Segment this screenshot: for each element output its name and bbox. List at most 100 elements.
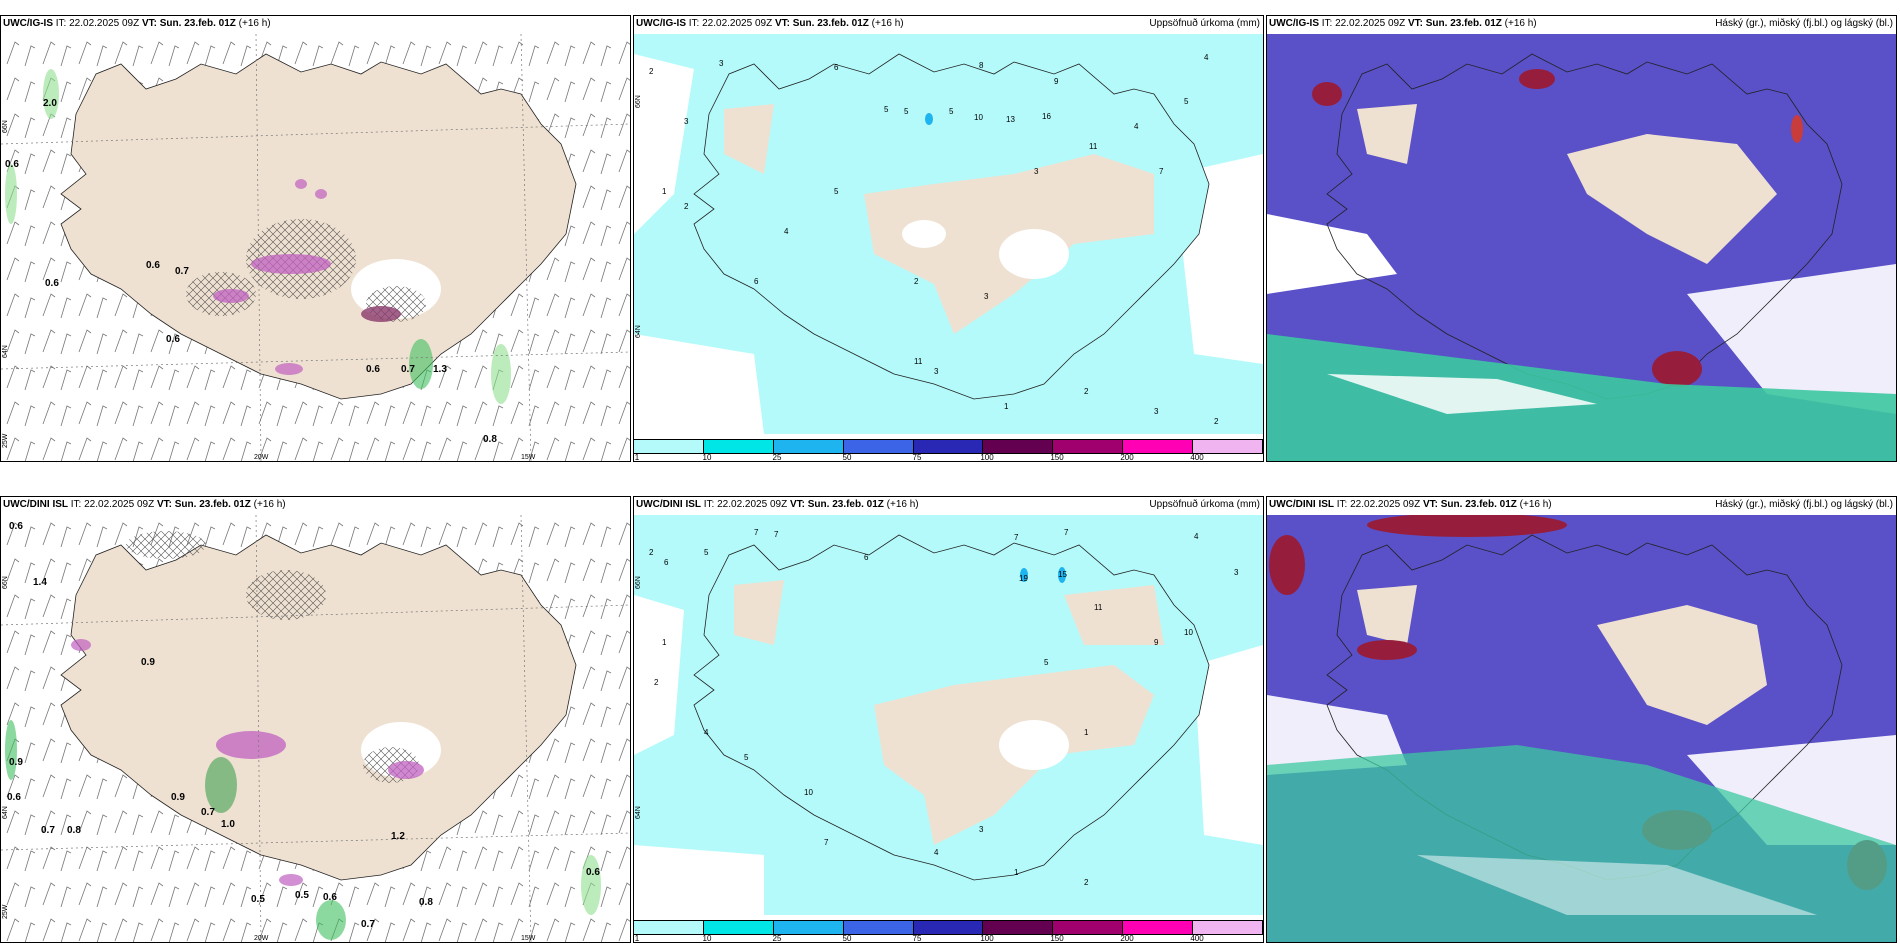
lat-label-66n: 66N <box>2 576 9 589</box>
colorbar-tick: 50 <box>842 453 852 462</box>
lead-time: (+16 h) <box>1519 499 1552 510</box>
precip-value: 1 <box>1004 402 1009 411</box>
precip-value: 10 <box>804 788 813 797</box>
valid-time: Sun. 23.feb. 01Z <box>807 499 884 510</box>
lead-time: (+16 h) <box>238 18 271 29</box>
precip-value: 11 <box>1094 603 1103 612</box>
precip-colorbar: 1 10 25 50 75 100 150 200 400 <box>634 918 1263 942</box>
panel-title: UWC/DINI ISL IT: 22.02.2025 09Z VT: Sun.… <box>3 499 286 511</box>
colorbar-tick: 1 <box>634 934 640 943</box>
panel-dini-precip: UWC/DINI ISL IT: 22.02.2025 09Z VT: Sun.… <box>633 496 1264 943</box>
wind-map-svg: 2.0 0.6 0.6 0.7 0.6 0.6 0.6 0.7 1.3 0.8 … <box>1 34 630 461</box>
colorbar-tick: 25 <box>772 453 782 462</box>
lon-label-25w: 25W <box>2 433 9 448</box>
precip-value: 5 <box>834 187 839 196</box>
lat-label-64n: 64N <box>635 325 642 338</box>
precip-map-svg: 2 6 5 7 7 6 7 7 19 15 4 3 11 5 9 10 1 1 … <box>634 515 1263 915</box>
panel-title: UWC/DINI ISL IT: 22.02.2025 09Z VT: Sun.… <box>636 499 919 511</box>
wind-value-14: 0.8 <box>419 897 433 908</box>
precip-value: 13 <box>1006 115 1015 124</box>
precip-value: 5 <box>904 107 909 116</box>
wind-map-svg: 0.6 1.4 0.9 0.9 0.6 0.9 0.7 0.7 0.8 1.2 … <box>1 515 630 942</box>
colorbar-swatch <box>634 440 704 453</box>
colorbar-swatch <box>913 921 984 934</box>
cloud-map-svg <box>1267 515 1896 942</box>
it-label: IT: <box>688 18 700 29</box>
cloud-map <box>1267 515 1896 942</box>
model-name: UWC/DINI ISL <box>636 499 701 510</box>
precip-value: 3 <box>984 292 989 301</box>
colorbar-tick: 10 <box>702 934 712 943</box>
it-label: IT: <box>1321 18 1333 29</box>
issue-time: 22.02.2025 09Z <box>1335 18 1406 29</box>
precip-value: 2 <box>649 67 654 76</box>
wind-value-6: 0.9 <box>171 792 185 803</box>
issue-time: 22.02.2025 09Z <box>69 18 140 29</box>
legend-title: Háský (gr.), miðský (fj.bl.) og lágský (… <box>1715 18 1893 29</box>
lat-label-64n: 64N <box>635 806 642 819</box>
colorbar-tick: 150 <box>1050 934 1064 943</box>
model-name: UWC/DINI ISL <box>3 499 68 510</box>
colorbar-swatch <box>1193 440 1263 453</box>
colorbar-swatch <box>983 440 1054 453</box>
precip-value: 7 <box>824 838 829 847</box>
precip-value: 5 <box>884 105 889 114</box>
colorbar-swatch <box>1053 921 1124 934</box>
colorbar-tick: 150 <box>1050 453 1064 462</box>
issue-time: 22.02.2025 09Z <box>1350 499 1421 510</box>
precip-value: 4 <box>1194 532 1199 541</box>
legend-title: Háský (gr.), miðský (fj.bl.) og lágský (… <box>1715 499 1893 510</box>
legend-title: Uppsöfnuð úrkoma (mm) <box>1149 18 1260 29</box>
colorbar-swatch <box>843 921 914 934</box>
precip-value: 5 <box>949 107 954 116</box>
precip-value: 6 <box>864 553 869 562</box>
panel-dini-wind: UWC/DINI ISL IT: 22.02.2025 09Z VT: Sun.… <box>0 496 631 943</box>
it-label: IT: <box>1336 499 1348 510</box>
panel-title: UWC/DINI ISL IT: 22.02.2025 09Z VT: Sun.… <box>1269 499 1552 511</box>
wind-value-5: 0.6 <box>7 792 21 803</box>
colorbar-tick: 75 <box>912 934 922 943</box>
wind-value-11: 0.5 <box>251 894 265 905</box>
legend-title: Uppsöfnuð úrkoma (mm) <box>1149 499 1260 510</box>
precip-value: 5 <box>1044 658 1049 667</box>
colorbar-tick: 400 <box>1190 934 1204 943</box>
panel-title: UWC/IG-IS IT: 22.02.2025 09Z VT: Sun. 23… <box>3 18 271 30</box>
precip-map-svg: 2 3 6 8 4 3 5 5 5 10 13 16 9 11 5 4 3 1 … <box>634 34 1263 434</box>
colorbar-swatch <box>1123 921 1194 934</box>
panel-ig-cloud: UWC/IG-IS IT: 22.02.2025 09Z VT: Sun. 23… <box>1266 15 1897 462</box>
wind-value-12: 0.5 <box>295 890 309 901</box>
valid-time: Sun. 23.feb. 01Z <box>1425 18 1502 29</box>
model-name: UWC/DINI ISL <box>1269 499 1334 510</box>
wind-value-16: 0.6 <box>586 867 600 878</box>
precip-value: 5 <box>704 548 709 557</box>
wind-value-3: 0.9 <box>141 657 155 668</box>
wind-value-9: 0.8 <box>67 825 81 836</box>
colorbar-swatches <box>634 920 1263 935</box>
lead-time: (+16 h) <box>886 499 919 510</box>
panel-title: UWC/IG-IS IT: 22.02.2025 09Z VT: Sun. 23… <box>636 18 904 30</box>
lat-label-66n: 66N <box>2 120 9 133</box>
colorbar-swatch <box>1193 921 1263 934</box>
wind-map: 2.0 0.6 0.6 0.7 0.6 0.6 0.6 0.7 1.3 0.8 … <box>1 34 630 461</box>
precip-map: 2 3 6 8 4 3 5 5 5 10 13 16 9 11 5 4 3 1 … <box>634 34 1263 461</box>
lat-label-64n: 64N <box>2 806 9 819</box>
precip-value: 3 <box>1234 568 1239 577</box>
vt-label: VT: <box>156 499 172 510</box>
panel-ig-wind: UWC/IG-IS IT: 22.02.2025 09Z VT: Sun. 23… <box>0 15 631 462</box>
colorbar-tick: 1 <box>634 453 640 462</box>
it-label: IT: <box>70 499 82 510</box>
precip-value: 2 <box>1214 417 1219 426</box>
vt-label: VT: <box>141 18 157 29</box>
wind-value-2: 0.6 <box>5 159 19 170</box>
wind-value-10: 1.2 <box>391 831 405 842</box>
colorbar-swatch <box>913 440 984 453</box>
colorbar-swatch <box>634 921 704 934</box>
wind-value-4: 0.7 <box>175 266 189 277</box>
panel-title: UWC/IG-IS IT: 22.02.2025 09Z VT: Sun. 23… <box>1269 18 1537 30</box>
wind-value-13: 0.6 <box>323 892 337 903</box>
vt-label: VT: <box>789 499 805 510</box>
wind-value-15: 0.7 <box>361 919 375 930</box>
cloud-map-svg <box>1267 34 1896 461</box>
colorbar-swatch <box>703 921 774 934</box>
wind-value-4: 0.9 <box>9 757 23 768</box>
